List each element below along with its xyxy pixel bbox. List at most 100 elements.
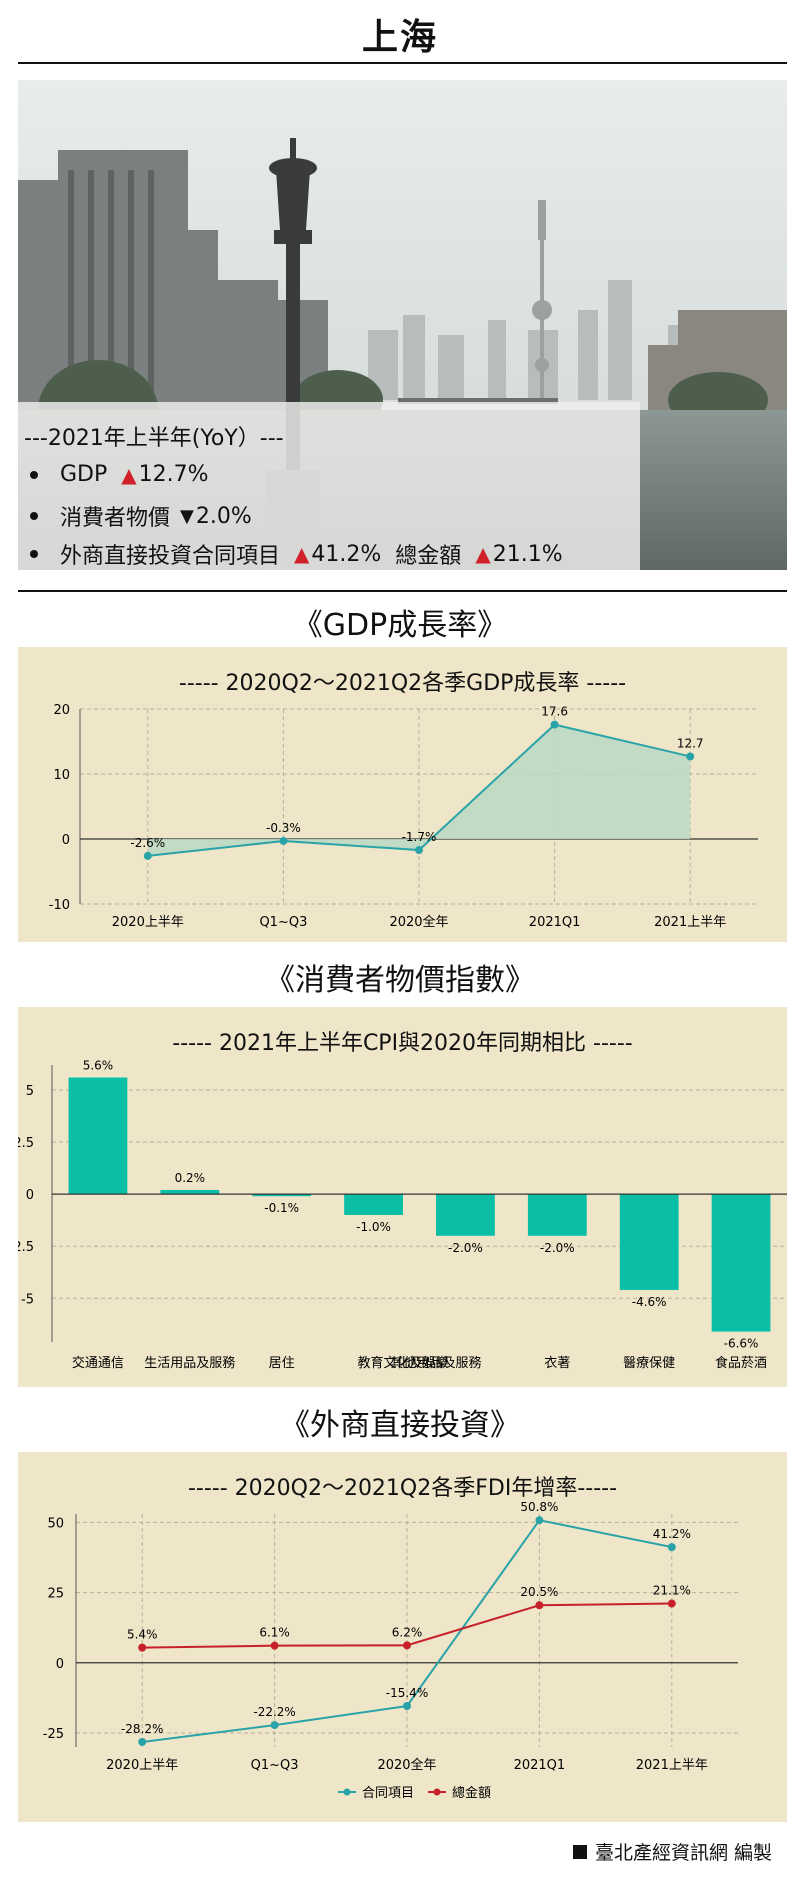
title-divider [18, 62, 787, 64]
bar [344, 1194, 403, 1215]
x-tick-label: 2021上半年 [636, 1758, 708, 1773]
data-label: 20.5% [520, 1585, 558, 1599]
summary-item-fdi: 外商直接投資合同項目 ▲ 41.2% 總金額 ▲ 21.1% [24, 538, 563, 570]
data-label: 0.2% [175, 1171, 206, 1185]
data-point [143, 851, 152, 860]
y-tick-label: -5 [21, 1292, 34, 1307]
x-tick-label: 居住 [269, 1356, 295, 1371]
data-label: 5.6% [83, 1058, 114, 1072]
data-label: -6.6% [724, 1337, 759, 1351]
cpi-chart: -5 -2.5 0 2.5 5 5.6% 0.2% -0.1% -1.0% -2.0% -2.0% -… [9, 1058, 787, 1371]
x-tick-label: 食品菸酒 [715, 1355, 767, 1371]
x-tick-label: 2021Q1 [514, 1758, 566, 1773]
bullet-icon [30, 512, 38, 520]
data-label: -4.6% [632, 1295, 667, 1309]
data-label: -1.0% [356, 1220, 391, 1234]
legend-label: 總金額 [452, 1785, 491, 1801]
x-tick-label: 交通通信 [72, 1355, 124, 1371]
credit-text: 臺北產經資訊網 編製 [594, 1842, 772, 1864]
data-label: -2.0% [448, 1241, 483, 1255]
section-divider [18, 590, 787, 592]
legend-label: 合同項目 [362, 1786, 414, 1801]
section-title-cpi: 《消費者物價指數》 [265, 963, 535, 998]
triangle-up-icon: ▲ [121, 462, 137, 487]
x-tick-label: 2020全年 [389, 914, 448, 930]
chart-title: ----- 2021年上半年CPI與2020年同期相比 ----- [172, 1031, 633, 1056]
fdi-chart-panel: ----- 2020Q2～2021Q2各季FDI年增率----- -25 0 25 5… [18, 1452, 787, 1822]
x-tick-label: Q1~Q3 [259, 915, 307, 930]
chart-title: ----- 2020Q2～2021Q2各季GDP成長率 ----- [178, 671, 627, 696]
data-label: 21.1% [653, 1584, 691, 1598]
data-label: -15.4% [386, 1686, 428, 1700]
y-tick-label: 0 [26, 1188, 34, 1203]
data-point [270, 1641, 279, 1650]
bullet-icon [30, 470, 38, 479]
triangle-up-icon: ▲ [475, 542, 491, 566]
x-tick-label: 其他用品及服務 [391, 1356, 482, 1371]
section-title-fdi: 《外商直接投資》 [280, 1408, 520, 1443]
x-tick-label: 教育文化及娛樂 [357, 1355, 448, 1371]
bullet-icon [30, 550, 38, 558]
y-tick-label: -2.5 [18, 1240, 34, 1255]
x-tick-label: 生活用品及服務 [144, 1356, 235, 1371]
data-point [403, 1641, 411, 1650]
x-tick-label: 2021Q1 [529, 915, 581, 930]
series-area [147, 724, 691, 856]
page-title: 上海 [361, 17, 438, 58]
data-label: -22.2% [253, 1705, 295, 1719]
data-label: 6.2% [392, 1625, 423, 1639]
legend-marker [343, 1788, 351, 1796]
summary-item-gdp: GDP ▲ 12.7% [24, 462, 209, 487]
y-tick-label: 10 [53, 768, 70, 783]
x-tick-label: 2020上半年 [106, 1758, 178, 1773]
data-label: -0.3% [266, 821, 301, 835]
summary-value: 12.7% [138, 462, 209, 487]
y-tick-label: 5 [26, 1084, 34, 1099]
data-point [403, 1702, 411, 1711]
x-tick-label: 2021上半年 [654, 915, 726, 930]
y-tick-label: -10 [49, 898, 70, 913]
x-tick-label: 衣著 [544, 1355, 570, 1371]
bar [436, 1194, 495, 1236]
section-title-gdp: 《GDP成長率》 [292, 608, 508, 643]
data-label: -28.2% [121, 1722, 163, 1736]
data-point [415, 846, 423, 855]
x-tick-label: 2020全年 [377, 1757, 436, 1773]
data-label: 5.4% [127, 1628, 158, 1642]
data-label: 6.1% [259, 1626, 290, 1640]
summary-panel [18, 402, 640, 570]
data-label: -2.6% [130, 836, 165, 850]
credit-line: 臺北產經資訊網 編製 [572, 1838, 772, 1865]
y-tick-label: 20 [53, 703, 70, 718]
data-label: -2.0% [540, 1241, 575, 1255]
summary-label: GDP [60, 462, 108, 487]
data-label: -1.7% [402, 830, 437, 844]
y-tick-label: 25 [47, 1587, 64, 1602]
bar [160, 1189, 220, 1195]
data-label: 12.7 [677, 736, 704, 750]
bar [619, 1194, 679, 1290]
summary-value: 41.2% [311, 541, 382, 567]
summary-item-cpi: 消費者物價 ▼ 2.0% [24, 500, 252, 532]
data-label: 50.8% [520, 1500, 558, 1514]
data-point [667, 1599, 676, 1608]
square-icon [572, 1844, 587, 1859]
y-tick-label: 0 [56, 1657, 64, 1672]
bar [252, 1194, 312, 1197]
triangle-up-icon: ▲ [294, 542, 310, 566]
x-tick-label: 醫療保健 [623, 1356, 675, 1371]
data-point [279, 836, 288, 845]
data-label: -0.1% [264, 1201, 299, 1215]
data-point [535, 1601, 544, 1610]
y-tick-label: 2.5 [18, 1136, 34, 1151]
summary-value: 2.0% [195, 503, 252, 529]
x-tick-label: Q1~Q3 [251, 1758, 299, 1773]
data-point [550, 720, 559, 729]
summary-label: 外商直接投資合同項目 [60, 544, 281, 569]
triangle-down-icon: ▼ [180, 505, 194, 527]
summary-heading: ---2021年上半年(YoY）--- [24, 426, 284, 451]
gdp-chart: -10 0 10 20 2020上半年 Q1~Q3 2020全年 2021Q1 2021上半年 -… [49, 703, 758, 930]
cpi-chart-panel: ----- 2021年上半年CPI與2020年同期相比 ----- -5 -2.5… [9, 1007, 787, 1387]
chart-title: ----- 2020Q2～2021Q2各季FDI年增率----- [187, 1476, 618, 1501]
data-point [535, 1516, 544, 1525]
